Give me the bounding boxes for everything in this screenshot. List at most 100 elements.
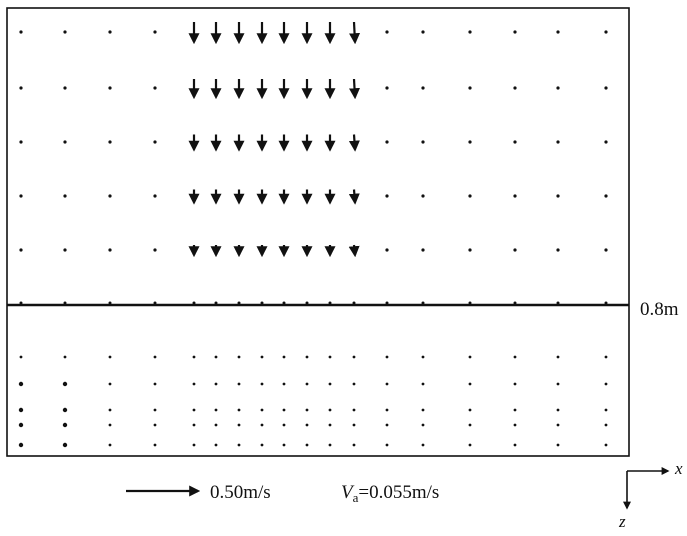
vector-dot (352, 301, 356, 305)
vector-dot (468, 86, 472, 90)
vector-dot (237, 408, 241, 412)
vector-dot (153, 423, 157, 427)
vector-dot (260, 382, 264, 386)
vector-dot (19, 30, 23, 34)
vector-dot (328, 423, 332, 427)
vector-dot (260, 423, 264, 427)
vector-dot (305, 382, 309, 386)
vector-dot (556, 30, 560, 34)
vector-dot (63, 301, 67, 305)
vector-dot (604, 382, 608, 386)
vector-dot (604, 194, 608, 198)
vector-dot (192, 408, 196, 412)
vector-dot (153, 355, 157, 359)
vector-dot (604, 140, 608, 144)
vector-dot (237, 301, 241, 305)
vector-dot (468, 443, 472, 447)
vector-dot (328, 355, 332, 359)
vector-dot (19, 86, 23, 90)
vector-field (18, 21, 608, 448)
vector-dot (604, 355, 608, 359)
vector-dot (108, 423, 112, 427)
vector-dot (468, 301, 472, 305)
vector-dot (192, 382, 196, 386)
vector-dot (556, 194, 560, 198)
vector-dot (63, 140, 67, 144)
vector-dot (513, 86, 517, 90)
vector-dot (260, 355, 264, 359)
vector-dot (513, 423, 517, 427)
vector-dot (260, 443, 264, 447)
vector-dot (108, 30, 112, 34)
vector-dot (153, 194, 157, 198)
vector-dot (108, 382, 112, 386)
va-value: =0.055m/s (358, 482, 440, 503)
vector-dot (328, 382, 332, 386)
vector-dot (237, 355, 241, 359)
vector-dot (62, 442, 68, 448)
vector-dot (18, 407, 24, 413)
vector-dot (468, 30, 472, 34)
vector-dot (385, 140, 389, 144)
vector-dot (108, 194, 112, 198)
vector-dot (108, 301, 112, 305)
vector-dot (63, 248, 67, 252)
vector-dot (153, 301, 157, 305)
vector-dot (468, 248, 472, 252)
vector-dot (260, 301, 264, 305)
vector-dot (19, 355, 23, 359)
vector-dot (282, 301, 286, 305)
vector-dot (385, 194, 389, 198)
vector-dot (305, 443, 309, 447)
vector-dot (604, 86, 608, 90)
vector-dot (352, 423, 356, 427)
vector-dot (513, 443, 517, 447)
vector-dot (108, 355, 112, 359)
vector-dot (385, 301, 389, 305)
vector-dot (352, 355, 356, 359)
vector-dot (63, 30, 67, 34)
vector-dot (513, 30, 517, 34)
vector-dot (556, 382, 560, 386)
va-subscript: a (352, 490, 359, 505)
vector-dot (108, 248, 112, 252)
vector-dot (214, 408, 218, 412)
vector-dot (385, 408, 389, 412)
vector-dot (305, 423, 309, 427)
vector-dot (237, 382, 241, 386)
vector-dot (385, 86, 389, 90)
vector-dot (153, 382, 157, 386)
vector-dot (153, 248, 157, 252)
vector-dot (604, 443, 608, 447)
vector-dot (468, 423, 472, 427)
vector-dot (604, 408, 608, 412)
vector-dot (556, 248, 560, 252)
vector-dot (108, 408, 112, 412)
vector-dot (468, 194, 472, 198)
vector-dot (352, 443, 356, 447)
vector-dot (192, 301, 196, 305)
vector-dot (513, 248, 517, 252)
vector-dot (214, 382, 218, 386)
vector-dot (214, 301, 218, 305)
vector-dot (385, 423, 389, 427)
vector-dot (421, 443, 425, 447)
vector-dot (604, 30, 608, 34)
vector-dot (556, 301, 560, 305)
vector-dot (214, 443, 218, 447)
vector-dot (513, 140, 517, 144)
vector-dot (421, 408, 425, 412)
vector-dot (305, 355, 309, 359)
vector-arrow (349, 78, 361, 100)
vector-dot (556, 423, 560, 427)
vector-dot (63, 86, 67, 90)
vector-dot (385, 355, 389, 359)
vector-dot (468, 382, 472, 386)
vector-dot (214, 355, 218, 359)
vector-dot (63, 355, 67, 359)
vector-dot (604, 248, 608, 252)
vector-dot (468, 355, 472, 359)
vector-dot (385, 248, 389, 252)
vector-dot (328, 408, 332, 412)
vector-dot (237, 443, 241, 447)
